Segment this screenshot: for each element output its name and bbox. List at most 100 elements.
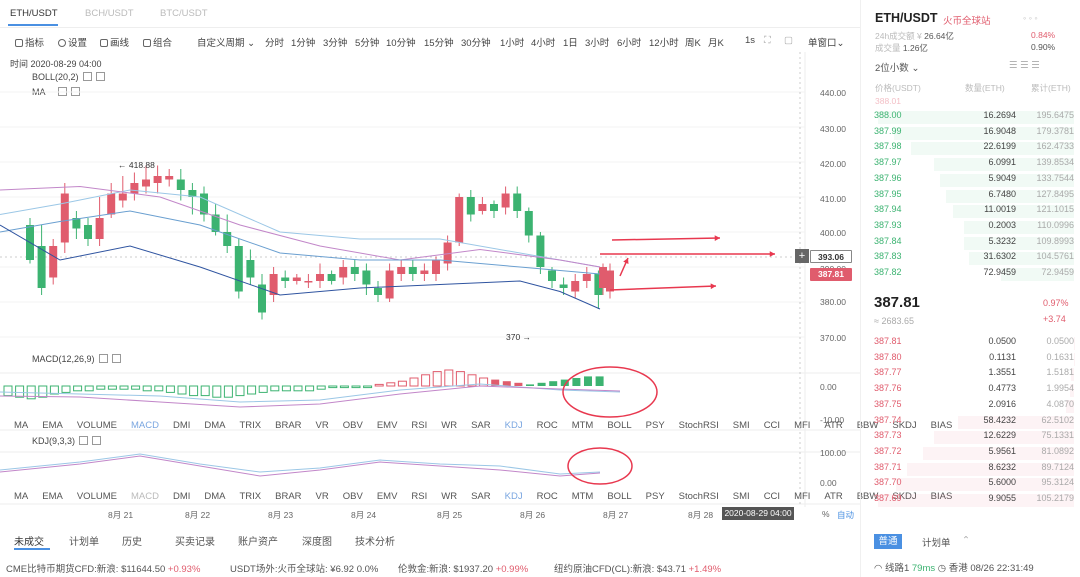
indicator-option[interactable]: MA	[14, 420, 29, 431]
period-item[interactable]: 3小时	[585, 38, 610, 49]
settings-icon[interactable]	[98, 354, 108, 363]
indicator-option[interactable]: SKDJ	[892, 420, 917, 431]
indicator-option[interactable]: KDJ	[504, 491, 523, 502]
order-book-row[interactable]: 387.71 8.6232 89.7124	[874, 462, 1074, 478]
settings-button[interactable]: 设置	[58, 35, 87, 49]
order-book-row[interactable]: 387.84 5.3232 109.8993	[874, 236, 1074, 252]
layout-icon[interactable]: ☰ ☰ ☰	[1009, 60, 1040, 71]
indicator-option[interactable]: TRIX	[239, 491, 262, 502]
indicator-option[interactable]: MACD	[130, 491, 159, 502]
period-item[interactable]: 15分钟	[424, 38, 454, 49]
chart-area[interactable]: 时间 2020-08-29 04:00 BOLL(20,2) MA 440.00…	[0, 52, 952, 522]
tab-open-orders[interactable]: 未成交	[14, 537, 44, 548]
indicator-option[interactable]: WR	[441, 420, 458, 431]
order-book-row[interactable]: 387.96 5.9049 133.7544	[874, 173, 1074, 189]
close-icon[interactable]	[111, 354, 121, 363]
settings-icon[interactable]	[82, 72, 92, 81]
indicator-option[interactable]: BOLL	[607, 491, 632, 502]
custom-period-dropdown[interactable]: 自定义周期 ⌄	[197, 38, 256, 49]
order-book-row[interactable]: 387.93 0.2003 110.0996	[874, 220, 1074, 236]
order-book-row[interactable]: 387.76 0.4773 1.9954	[874, 383, 1074, 399]
tab-normal-order[interactable]: 普通	[874, 534, 902, 549]
order-book-row[interactable]: 387.98 22.6199 162.4733	[874, 141, 1074, 157]
indicator-option[interactable]: BBW	[856, 491, 879, 502]
indicator-option[interactable]: DMI	[172, 420, 191, 431]
indicator-option[interactable]: PSY	[645, 491, 665, 502]
ticker-item[interactable]: 伦敦金:新浪: $1937.20 +0.99%	[398, 564, 529, 575]
tab-account-assets[interactable]: 账户资产	[238, 537, 278, 548]
close-icon[interactable]	[92, 436, 102, 445]
indicator-option[interactable]: ATR	[824, 420, 843, 431]
period-item[interactable]: 4小时	[531, 38, 556, 49]
indicator-option[interactable]: EMV	[376, 491, 398, 502]
order-book-row[interactable]: 387.94 11.0019 121.1015	[874, 204, 1074, 220]
indicator-option[interactable]: VOLUME	[76, 420, 117, 431]
indicator-option[interactable]: StochRSI	[678, 491, 719, 502]
indicator-option[interactable]: BRAR	[275, 420, 302, 431]
indicator-option[interactable]: ATR	[824, 491, 843, 502]
period-item[interactable]: 周K	[685, 38, 701, 49]
period-item[interactable]: 30分钟	[461, 38, 491, 49]
indicator-option[interactable]: TRIX	[239, 420, 262, 431]
order-book-row[interactable]: 387.72 5.9561 81.0892	[874, 446, 1074, 462]
indicator-option[interactable]: VOLUME	[76, 491, 117, 502]
indicator-option[interactable]: EMA	[42, 420, 63, 431]
draw-line-button[interactable]: 画线	[100, 35, 129, 49]
indicator-option[interactable]: WR	[441, 491, 458, 502]
tab-eth-usdt[interactable]: ETH/USDT	[10, 8, 58, 19]
ticker-item[interactable]: 纽约原油CFD(CL):新浪: $43.71 +1.49%	[554, 564, 722, 575]
indicator-option[interactable]: SAR	[471, 491, 491, 502]
auto-scale-toggle[interactable]: 自动	[837, 510, 855, 520]
ticker-item[interactable]: USDT场外:火币全球站: ¥6.92 0.0%	[230, 564, 379, 575]
order-book-row[interactable]: 387.81 0.0500 0.0500	[874, 336, 1074, 352]
period-item[interactable]: 1日	[563, 38, 578, 49]
indicator-option[interactable]: ROC	[536, 420, 558, 431]
order-book-row[interactable]: 387.99 16.9048 179.3781	[874, 126, 1074, 142]
period-item[interactable]: 6小时	[617, 38, 642, 49]
order-book-row[interactable]: 387.83 31.6302 104.5761	[874, 251, 1074, 267]
indicator-option[interactable]: RSI	[411, 420, 428, 431]
screenshot-icon[interactable]: ▢	[784, 35, 793, 46]
indicator-option[interactable]: MA	[14, 491, 29, 502]
order-book-row[interactable]: 387.80 0.1131 0.1631	[874, 352, 1074, 368]
indicator-option[interactable]: MTM	[571, 491, 594, 502]
order-book-row[interactable]: 387.73 12.6229 75.1331	[874, 430, 1074, 446]
period-item[interactable]: 5分钟	[355, 38, 380, 49]
indicator-option[interactable]: DMA	[204, 491, 226, 502]
period-item[interactable]: 1分钟	[291, 38, 316, 49]
indicator-option[interactable]: KDJ	[504, 420, 523, 431]
indicator-option[interactable]: PSY	[645, 420, 665, 431]
period-item[interactable]: 10分钟	[386, 38, 416, 49]
period-item[interactable]: 3分钟	[323, 38, 348, 49]
indicator-option[interactable]: EMV	[376, 420, 398, 431]
window-mode-dropdown[interactable]: 单窗口⌄	[808, 38, 845, 49]
order-book-row[interactable]: 387.69 9.9055 105.2179	[874, 493, 1074, 509]
indicator-option[interactable]: DMA	[204, 420, 226, 431]
close-icon[interactable]	[95, 72, 105, 81]
indicator-button[interactable]: 指标	[15, 35, 44, 49]
indicator-option[interactable]: BIAS	[930, 491, 953, 502]
indicator-option[interactable]: EMA	[42, 491, 63, 502]
order-book-row[interactable]: 387.77 1.3551 1.5181	[874, 367, 1074, 383]
indicator-option[interactable]: MFI	[794, 420, 811, 431]
fullscreen-icon[interactable]: ⛶	[764, 35, 771, 46]
tab-technical-analysis[interactable]: 技术分析	[355, 537, 395, 548]
order-book-row[interactable]: 387.95 6.7480 127.8495	[874, 189, 1074, 205]
combine-button[interactable]: 组合	[143, 35, 172, 49]
candlestick-chart[interactable]	[0, 52, 860, 522]
precision-dropdown[interactable]: 2位小数 ⌄	[875, 63, 920, 74]
indicator-option[interactable]: CCI	[763, 491, 781, 502]
indicator-option[interactable]: MACD	[130, 420, 159, 431]
indicator-option[interactable]: VR	[315, 420, 329, 431]
indicator-option[interactable]: CCI	[763, 420, 781, 431]
period-item[interactable]: 12小时	[649, 38, 679, 49]
tab-history[interactable]: 历史	[122, 537, 142, 548]
window-controls-icon[interactable]: ◦ ◦ ◦	[1023, 13, 1038, 23]
order-book-row[interactable]: 388.00 16.2694 195.6475	[874, 110, 1074, 126]
indicator-option[interactable]: SKDJ	[892, 491, 917, 502]
indicator-option[interactable]: DMI	[172, 491, 191, 502]
indicator-option[interactable]: BOLL	[607, 420, 632, 431]
indicator-option[interactable]: VR	[315, 491, 329, 502]
indicator-option[interactable]: SAR	[471, 420, 491, 431]
order-book-row[interactable]: 387.97 6.0991 139.8534	[874, 157, 1074, 173]
